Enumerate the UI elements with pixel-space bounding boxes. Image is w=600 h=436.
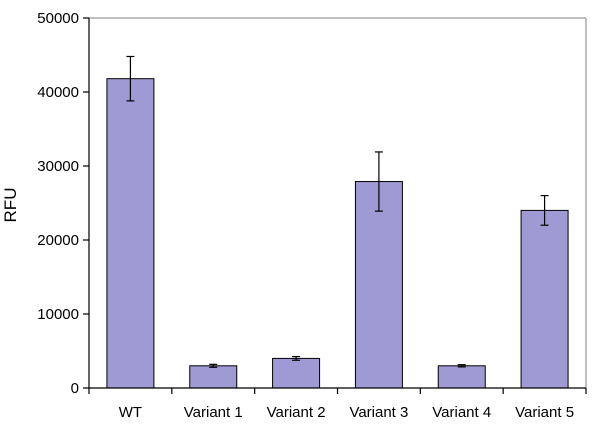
bar-variant-2 <box>272 357 321 389</box>
x-tick-label: Variant 2 <box>267 404 326 421</box>
axes-group <box>83 17 587 394</box>
x-tick-labels: WT Variant 1 Variant 2 Variant 3 Variant 4 Va… <box>119 404 574 421</box>
error-bar-variant-1 <box>209 363 218 368</box>
x-tick-label: Variant 3 <box>349 404 408 421</box>
bar-variant-1 <box>189 365 238 389</box>
bar-variant-3 <box>354 181 403 389</box>
bars-group <box>106 78 569 389</box>
plot-frame <box>89 17 587 388</box>
error-bar-variant-3 <box>374 151 383 212</box>
y-tick-label: 10000 <box>37 306 79 323</box>
y-tick-label: 20000 <box>37 232 79 249</box>
y-tick-label: 0 <box>71 380 79 397</box>
error-bars-group <box>126 55 549 368</box>
y-tick-label: 40000 <box>37 84 79 101</box>
x-tick-label: Variant 4 <box>432 404 491 421</box>
error-bar-variant-2 <box>292 355 301 361</box>
y-tick-label: 30000 <box>37 158 79 175</box>
x-tick-label: Variant 5 <box>515 404 574 421</box>
bar-variant-5 <box>520 209 569 389</box>
error-bar-variant-4 <box>457 364 466 368</box>
x-tick-label: WT <box>119 404 142 421</box>
y-tick-labels: 0 10000 20000 30000 40000 50000 <box>37 10 79 397</box>
y-tick-label: 50000 <box>37 10 79 27</box>
bar-wt <box>106 78 155 389</box>
bar-variant-4 <box>437 365 486 389</box>
error-bar-variant-5 <box>540 195 549 226</box>
x-tick-label: Variant 1 <box>184 404 243 421</box>
error-bar-wt <box>126 55 135 102</box>
y-axis-title: RFU <box>1 188 20 223</box>
